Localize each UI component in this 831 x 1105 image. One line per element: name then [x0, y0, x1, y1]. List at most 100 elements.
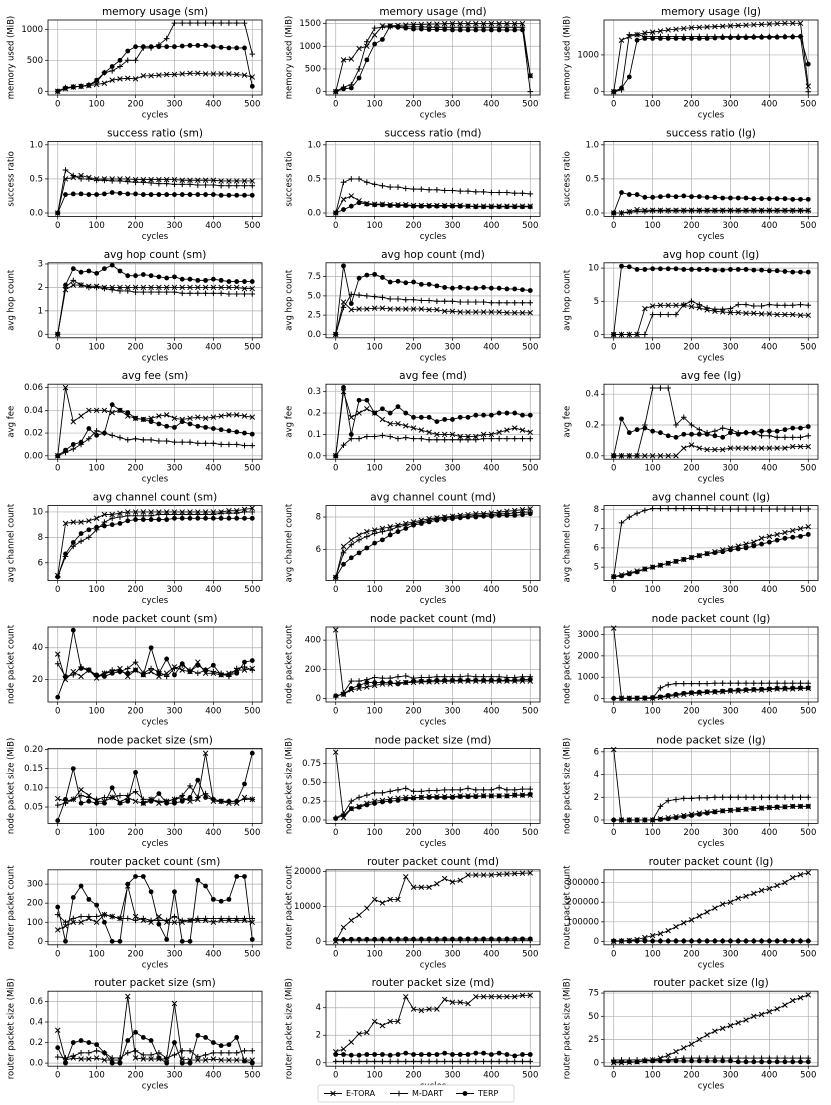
marker: [148, 284, 154, 291]
marker: [241, 664, 248, 670]
x-tick-label: 500: [244, 828, 260, 838]
marker: [109, 286, 115, 293]
marker: [473, 794, 479, 800]
marker: [520, 1052, 525, 1057]
marker: [665, 816, 671, 822]
marker: [333, 453, 339, 459]
marker: [504, 20, 510, 27]
series-group: [610, 625, 812, 702]
marker: [249, 915, 256, 922]
marker: [512, 677, 518, 683]
marker: [473, 514, 479, 520]
marker: [218, 178, 224, 184]
marker: [117, 57, 123, 63]
marker: [117, 407, 123, 413]
marker: [233, 665, 240, 672]
marker: [172, 672, 177, 678]
series-group: [332, 627, 534, 700]
marker: [70, 266, 76, 272]
marker: [78, 413, 84, 419]
marker: [364, 680, 370, 685]
marker: [195, 515, 201, 521]
x-tick-label: 0: [611, 221, 616, 231]
marker: [766, 208, 773, 214]
marker: [341, 207, 346, 212]
marker: [450, 516, 455, 522]
x-tick-label: 100: [89, 949, 105, 959]
marker: [203, 795, 208, 800]
marker: [649, 505, 656, 512]
marker: [109, 515, 115, 522]
marker: [728, 807, 733, 813]
marker: [117, 792, 123, 799]
marker: [86, 896, 92, 902]
marker: [728, 1058, 733, 1064]
y-tick-label: 0: [316, 87, 321, 97]
plot-area: [326, 20, 540, 95]
marker: [774, 434, 780, 441]
marker: [364, 433, 370, 440]
marker: [680, 301, 687, 308]
marker: [782, 311, 788, 318]
y-tick-label: 0.1: [307, 430, 321, 440]
marker: [356, 435, 362, 442]
marker: [387, 184, 393, 190]
marker: [681, 431, 687, 437]
marker: [387, 527, 393, 533]
marker: [519, 310, 526, 316]
y-axis-label: router packet count: [285, 865, 295, 949]
marker: [364, 545, 370, 551]
marker: [735, 195, 741, 201]
y-tick-label: 0: [316, 937, 321, 947]
marker: [356, 176, 362, 182]
marker: [164, 44, 170, 50]
marker: [218, 798, 224, 804]
marker: [55, 453, 61, 459]
series-group: [54, 505, 256, 580]
marker: [218, 1050, 224, 1056]
marker: [380, 936, 385, 942]
marker: [226, 515, 232, 521]
marker: [187, 276, 193, 282]
marker: [688, 505, 695, 512]
marker: [619, 938, 624, 944]
marker: [511, 190, 518, 197]
marker: [657, 803, 664, 810]
marker: [743, 687, 749, 693]
marker: [132, 917, 139, 924]
marker: [751, 445, 757, 451]
y-tick-label: 10000: [294, 902, 321, 912]
marker: [774, 680, 780, 686]
marker: [140, 800, 146, 806]
marker: [332, 627, 339, 633]
x-tick-label: 500: [244, 707, 260, 717]
marker: [380, 202, 385, 208]
marker: [411, 279, 416, 285]
marker: [790, 1059, 796, 1065]
marker: [148, 44, 154, 50]
marker: [743, 195, 749, 201]
marker: [488, 204, 494, 210]
marker: [665, 311, 671, 318]
x-tick-label: 500: [522, 464, 538, 474]
marker: [63, 85, 68, 91]
marker: [681, 267, 687, 272]
marker: [148, 509, 154, 515]
x-axis-label: cycles: [420, 475, 447, 485]
marker: [434, 187, 440, 193]
marker: [203, 667, 208, 673]
marker: [218, 510, 224, 517]
marker: [411, 414, 416, 420]
subplot: 0 100 200 300 400 5000100000200000300000route…: [563, 856, 819, 970]
marker: [488, 431, 495, 438]
marker: [148, 415, 154, 422]
marker: [798, 685, 803, 691]
marker: [681, 814, 687, 819]
marker: [442, 417, 448, 422]
marker: [504, 1052, 510, 1057]
x-tick-label: 100: [367, 342, 383, 352]
y-axis-label: avg channel count: [285, 503, 295, 582]
marker: [179, 439, 186, 445]
marker: [728, 547, 733, 553]
